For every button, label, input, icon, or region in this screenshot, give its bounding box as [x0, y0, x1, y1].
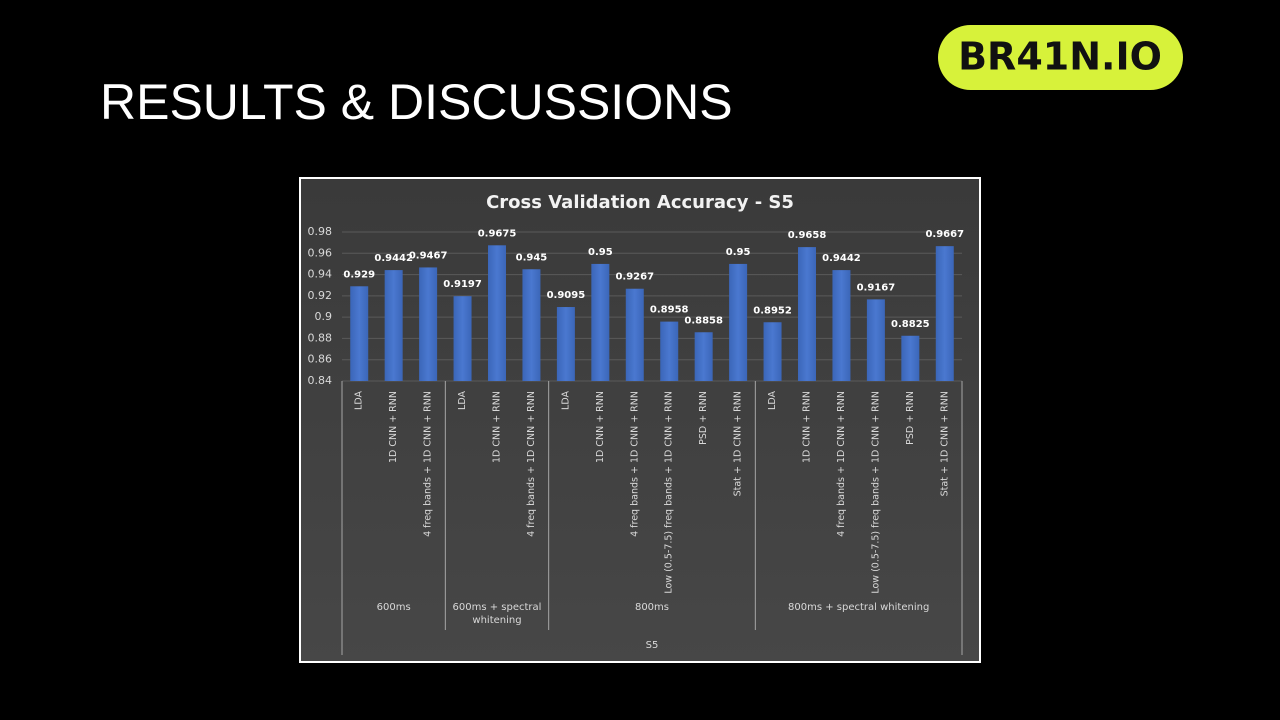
bar [384, 270, 403, 381]
value-label: 0.9267 [615, 272, 654, 283]
x-tick-label: 1D CNN + RNN [802, 391, 813, 463]
chart-title: Cross Validation Accuracy - S5 [486, 192, 794, 213]
y-tick-label: 0.88 [308, 331, 333, 344]
x-tick-label: LDA [354, 391, 365, 410]
value-label: 0.9667 [925, 229, 964, 240]
x-tick-label: LDA [767, 391, 778, 410]
value-label: 0.95 [588, 247, 613, 258]
x-tick-label: 1D CNN + RNN [388, 391, 399, 463]
value-label: 0.945 [516, 252, 548, 263]
x-tick-label: Stat + 1D CNN + RNN [733, 391, 744, 496]
bar [350, 286, 369, 381]
bar [591, 263, 610, 381]
x-tick-label: Low (0.5-7.5) freq bands + 1D CNN + RNN [870, 391, 881, 594]
group-label: 600ms + spectral whitening [452, 602, 542, 626]
value-label: 0.9658 [788, 230, 827, 241]
bar [866, 299, 885, 381]
slide-title: RESULTS & DISCUSSIONS [100, 74, 733, 130]
bar [660, 321, 679, 381]
group-label: 600ms [376, 602, 411, 613]
x-tick-label: 4 freq bands + 1D CNN + RNN [629, 391, 640, 537]
value-label: 0.8958 [650, 305, 689, 316]
bar [453, 296, 472, 381]
value-label: 0.9167 [857, 282, 896, 293]
group-label: 800ms [634, 602, 669, 613]
logo-text: BR41N.IO [958, 35, 1162, 79]
value-label: 0.929 [343, 269, 375, 280]
bar [625, 288, 644, 381]
x-tick-label: Low (0.5-7.5) freq bands + 1D CNN + RNN [664, 391, 675, 594]
value-label: 0.8858 [684, 315, 723, 326]
value-label: 0.9095 [547, 290, 586, 301]
x-tick-label: 4 freq bands + 1D CNN + RNN [526, 391, 537, 537]
x-tick-label: 4 freq bands + 1D CNN + RNN [836, 391, 847, 537]
value-label: 0.9675 [478, 228, 517, 239]
value-label: 0.9442 [822, 253, 861, 264]
group-label: 800ms + spectral whitening [788, 602, 930, 613]
value-label: 0.8952 [753, 305, 792, 316]
x-tick-label: PSD + RNN [698, 391, 709, 445]
y-tick-label: 0.96 [308, 246, 333, 259]
x-tick-label: LDA [457, 391, 468, 410]
x-tick-label: PSD + RNN [905, 391, 916, 445]
x-tick-label: 1D CNN + RNN [595, 391, 606, 463]
value-label: 0.9197 [443, 279, 482, 290]
bar [763, 322, 782, 381]
value-label: 0.9467 [409, 250, 448, 261]
y-tick-label: 0.86 [308, 353, 333, 366]
bar [901, 335, 920, 381]
y-tick-label: 0.94 [308, 268, 333, 281]
value-label: 0.8825 [891, 319, 930, 330]
bar [556, 307, 575, 381]
bar [488, 245, 506, 381]
x-tick-label: 4 freq bands + 1D CNN + RNN [423, 391, 434, 537]
value-label: 0.95 [726, 247, 751, 258]
super-group-label: S5 [646, 640, 659, 651]
logo-badge [938, 25, 1183, 90]
bar [694, 332, 713, 381]
value-label: 0.9442 [374, 253, 413, 264]
y-tick-label: 0.9 [315, 310, 333, 323]
bar [729, 263, 748, 381]
y-tick-label: 0.98 [308, 225, 333, 238]
y-tick-label: 0.84 [308, 374, 333, 387]
x-tick-label: Stat + 1D CNN + RNN [939, 391, 950, 496]
bar [798, 247, 816, 381]
bar [935, 246, 954, 381]
bar [832, 270, 851, 381]
x-tick-label: LDA [560, 391, 571, 410]
x-tick-label: 1D CNN + RNN [492, 391, 503, 463]
bar [522, 269, 541, 381]
bar [419, 267, 438, 381]
y-tick-label: 0.92 [308, 289, 333, 302]
chart-frame [299, 177, 981, 663]
